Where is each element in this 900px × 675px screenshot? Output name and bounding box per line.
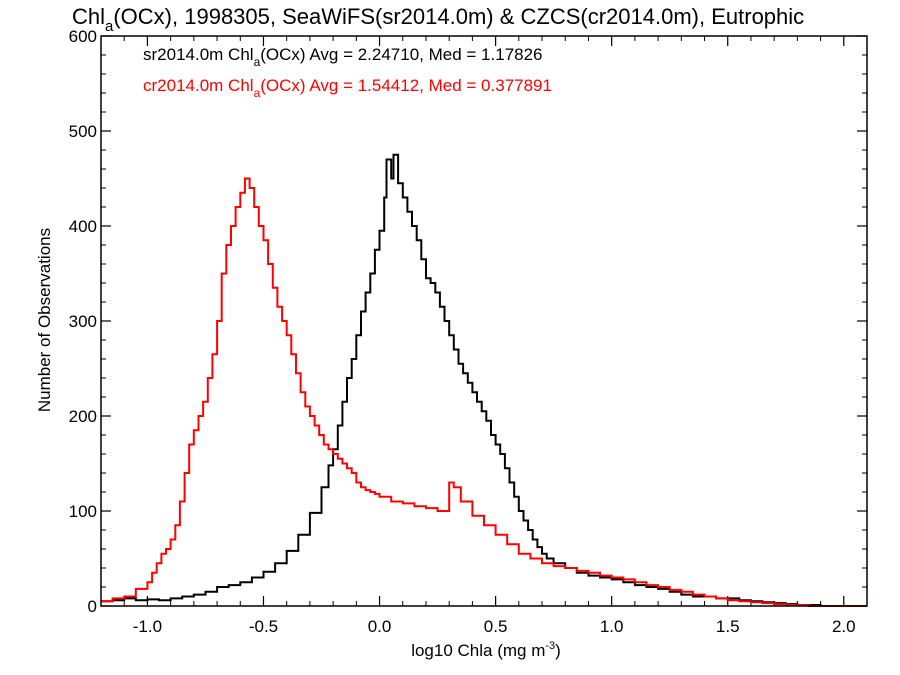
x-tick-label-2: 0.0 <box>368 617 392 636</box>
x-axis-label-suffix: ) <box>555 641 561 660</box>
x-tick-label-3: 0.5 <box>484 617 508 636</box>
legend-entry-sr2014-prefix: sr2014.0m Chl <box>143 45 254 64</box>
legend-entry-cr2014: cr2014.0m Chla(OCx) Avg = 1.54412, Med =… <box>143 76 552 100</box>
x-tick-label-6: 2.0 <box>832 617 856 636</box>
chart-title: Chla(OCx), 1998305, SeaWiFS(sr2014.0m) &… <box>72 4 804 35</box>
series-line-1 <box>101 177 867 607</box>
y-tick-label-1: 100 <box>69 502 97 521</box>
y-tick-label-2: 200 <box>69 407 97 426</box>
y-tick-label-0: 0 <box>88 597 97 616</box>
series-line-0 <box>101 153 867 607</box>
plot-frame <box>100 35 868 607</box>
legend-entry-cr2014-prefix: cr2014.0m Chl <box>143 76 254 95</box>
x-tick-label-1: -0.5 <box>249 617 278 636</box>
title-rest: (OCx), 1998305, SeaWiFS(sr2014.0m) & CZC… <box>113 4 804 29</box>
y-tick-label-4: 400 <box>69 217 97 236</box>
x-tick-label-4: 1.0 <box>600 617 624 636</box>
y-tick-label-6: 600 <box>69 27 97 46</box>
x-axis-label-prefix: log10 Chla (mg m <box>411 641 545 660</box>
y-tick-label-5: 500 <box>69 122 97 141</box>
axis-ticks: -1.0 -0.5 0.0 0.5 1.0 1.5 2.0 0 100 200 300 400 500 6… <box>69 27 868 636</box>
legend-entry-cr2014-rest: (OCx) Avg = 1.54412, Med = 0.377891 <box>260 76 552 95</box>
legend-entry-cr2014-subscript: a <box>254 86 261 100</box>
y-tick-label-3: 300 <box>69 312 97 331</box>
y-axis-label-group: Number of Observations <box>35 228 54 412</box>
legend-entry-sr2014-rest: (OCx) Avg = 2.24710, Med = 1.17826 <box>260 45 542 64</box>
x-tick-label-0: -1.0 <box>133 617 162 636</box>
x-tick-label-5: 1.5 <box>716 617 740 636</box>
legend-entry-sr2014: sr2014.0m Chla(OCx) Avg = 2.24710, Med =… <box>143 45 543 69</box>
legend: sr2014.0m Chla(OCx) Avg = 2.24710, Med =… <box>143 45 552 100</box>
title-subscript: a <box>105 18 114 35</box>
legend-entry-sr2014-subscript: a <box>254 55 261 69</box>
y-axis-label: Number of Observations <box>35 228 54 412</box>
x-axis-label: log10 Chla (mg m-3) <box>411 640 561 660</box>
series-layer <box>101 153 867 607</box>
title-prefix: Chl <box>72 4 105 29</box>
x-axis-label-superscript: -3 <box>545 640 555 652</box>
